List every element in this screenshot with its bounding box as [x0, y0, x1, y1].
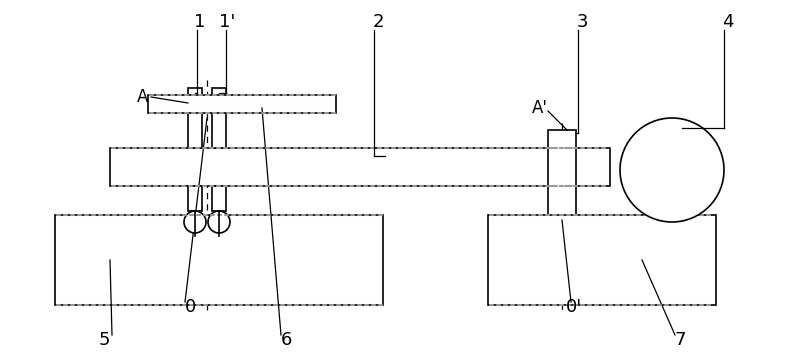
Text: 1': 1' — [219, 13, 235, 31]
Text: 1: 1 — [194, 13, 206, 31]
Circle shape — [208, 211, 230, 233]
Text: 6: 6 — [280, 331, 292, 349]
Text: 3: 3 — [576, 13, 588, 31]
Text: 0': 0' — [566, 298, 582, 316]
Text: 7: 7 — [674, 331, 686, 349]
Bar — [55, 215, 383, 305]
Bar — [148, 95, 336, 113]
Bar — [212, 186, 226, 211]
Bar — [212, 88, 226, 148]
Circle shape — [620, 118, 724, 222]
Bar — [188, 186, 202, 211]
Text: A: A — [138, 88, 149, 106]
Circle shape — [184, 211, 206, 233]
Bar — [488, 215, 716, 305]
Bar — [188, 88, 202, 148]
Bar — [548, 130, 576, 220]
Text: A': A' — [532, 99, 548, 117]
Text: 2: 2 — [372, 13, 384, 31]
Bar — [110, 148, 610, 186]
Text: 4: 4 — [722, 13, 734, 31]
Text: 5: 5 — [98, 331, 110, 349]
Text: 0: 0 — [184, 298, 196, 316]
